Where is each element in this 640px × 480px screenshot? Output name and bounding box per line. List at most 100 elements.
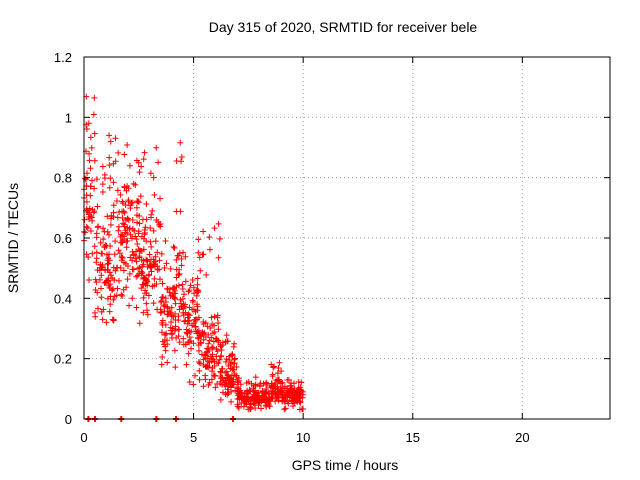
data-point [124, 262, 131, 269]
data-point [208, 334, 215, 341]
data-point [106, 308, 113, 315]
data-point [141, 149, 148, 156]
data-point [107, 221, 114, 228]
data-point [175, 313, 182, 320]
data-point [104, 295, 111, 302]
data-point [135, 199, 142, 206]
data-point [103, 319, 110, 326]
data-point [177, 296, 184, 303]
data-point [106, 251, 113, 258]
x-tick-label: 15 [406, 430, 420, 445]
data-point [231, 340, 238, 347]
data-point [188, 328, 195, 335]
data-point [99, 163, 106, 170]
data-point [172, 300, 179, 307]
data-point [157, 309, 164, 316]
data-point [282, 393, 289, 400]
data-point [140, 294, 147, 301]
data-point [169, 325, 176, 332]
data-point [171, 244, 178, 251]
data-point [84, 170, 91, 177]
data-point [129, 199, 136, 206]
data-point [227, 376, 234, 383]
data-point [208, 358, 215, 365]
data-point [289, 398, 296, 405]
data-point [123, 244, 130, 251]
data-point [196, 376, 203, 383]
data-point [196, 367, 203, 374]
data-point [150, 227, 157, 234]
data-point [182, 253, 189, 260]
data-point [168, 312, 175, 319]
data-point [142, 287, 149, 294]
data-point [136, 220, 143, 227]
data-point [173, 256, 180, 263]
data-point [158, 361, 165, 368]
data-point [252, 393, 259, 400]
data-point [83, 223, 90, 230]
data-point [175, 271, 182, 278]
data-point [154, 306, 161, 313]
data-point [121, 223, 128, 230]
data-point [206, 246, 213, 253]
data-point [119, 198, 126, 205]
data-point [95, 305, 102, 312]
data-point [114, 187, 121, 194]
data-point [220, 377, 227, 384]
data-point [111, 293, 118, 300]
data-point [284, 387, 291, 394]
data-point [93, 176, 100, 183]
data-point [176, 339, 183, 346]
x-tick-label: 0 [80, 430, 87, 445]
data-point [84, 224, 91, 231]
data-point [115, 247, 122, 254]
data-point [195, 327, 202, 334]
data-point [195, 249, 202, 256]
data-point [163, 330, 170, 337]
data-point [81, 216, 88, 223]
data-point [130, 266, 137, 273]
data-point [234, 384, 241, 391]
data-point [214, 314, 221, 321]
data-point [126, 162, 133, 169]
data-point [215, 320, 222, 327]
data-point [279, 379, 286, 386]
data-point [156, 276, 163, 283]
data-point [124, 276, 131, 283]
data-point [115, 227, 122, 234]
data-point [164, 303, 171, 310]
data-point [222, 358, 229, 365]
data-point [118, 257, 125, 264]
data-point [111, 276, 118, 283]
data-point [174, 252, 181, 259]
data-point [222, 369, 229, 376]
y-tick-label: 0.4 [54, 291, 72, 306]
y-tick-label: 0.8 [54, 171, 72, 186]
data-point [299, 406, 306, 413]
data-point [178, 262, 185, 269]
data-point [166, 289, 173, 296]
data-point [136, 169, 143, 176]
data-point [217, 378, 224, 385]
data-point [218, 352, 225, 359]
data-point [248, 380, 255, 387]
data-point [111, 251, 118, 258]
y-tick-label: 0 [65, 412, 72, 427]
data-point [115, 223, 122, 230]
data-point [114, 285, 121, 292]
data-point [135, 159, 142, 166]
data-point [150, 259, 157, 266]
x-tick-label: 20 [515, 430, 529, 445]
data-point [110, 296, 117, 303]
data-point [130, 180, 137, 187]
data-point [123, 284, 130, 291]
data-point [159, 280, 166, 287]
data-point [216, 356, 223, 363]
y-tick-label: 1 [65, 110, 72, 125]
data-point [122, 201, 129, 208]
data-point [143, 300, 150, 307]
data-point [124, 215, 131, 222]
data-point [87, 192, 94, 199]
data-point [82, 175, 89, 182]
data-point [104, 228, 111, 235]
